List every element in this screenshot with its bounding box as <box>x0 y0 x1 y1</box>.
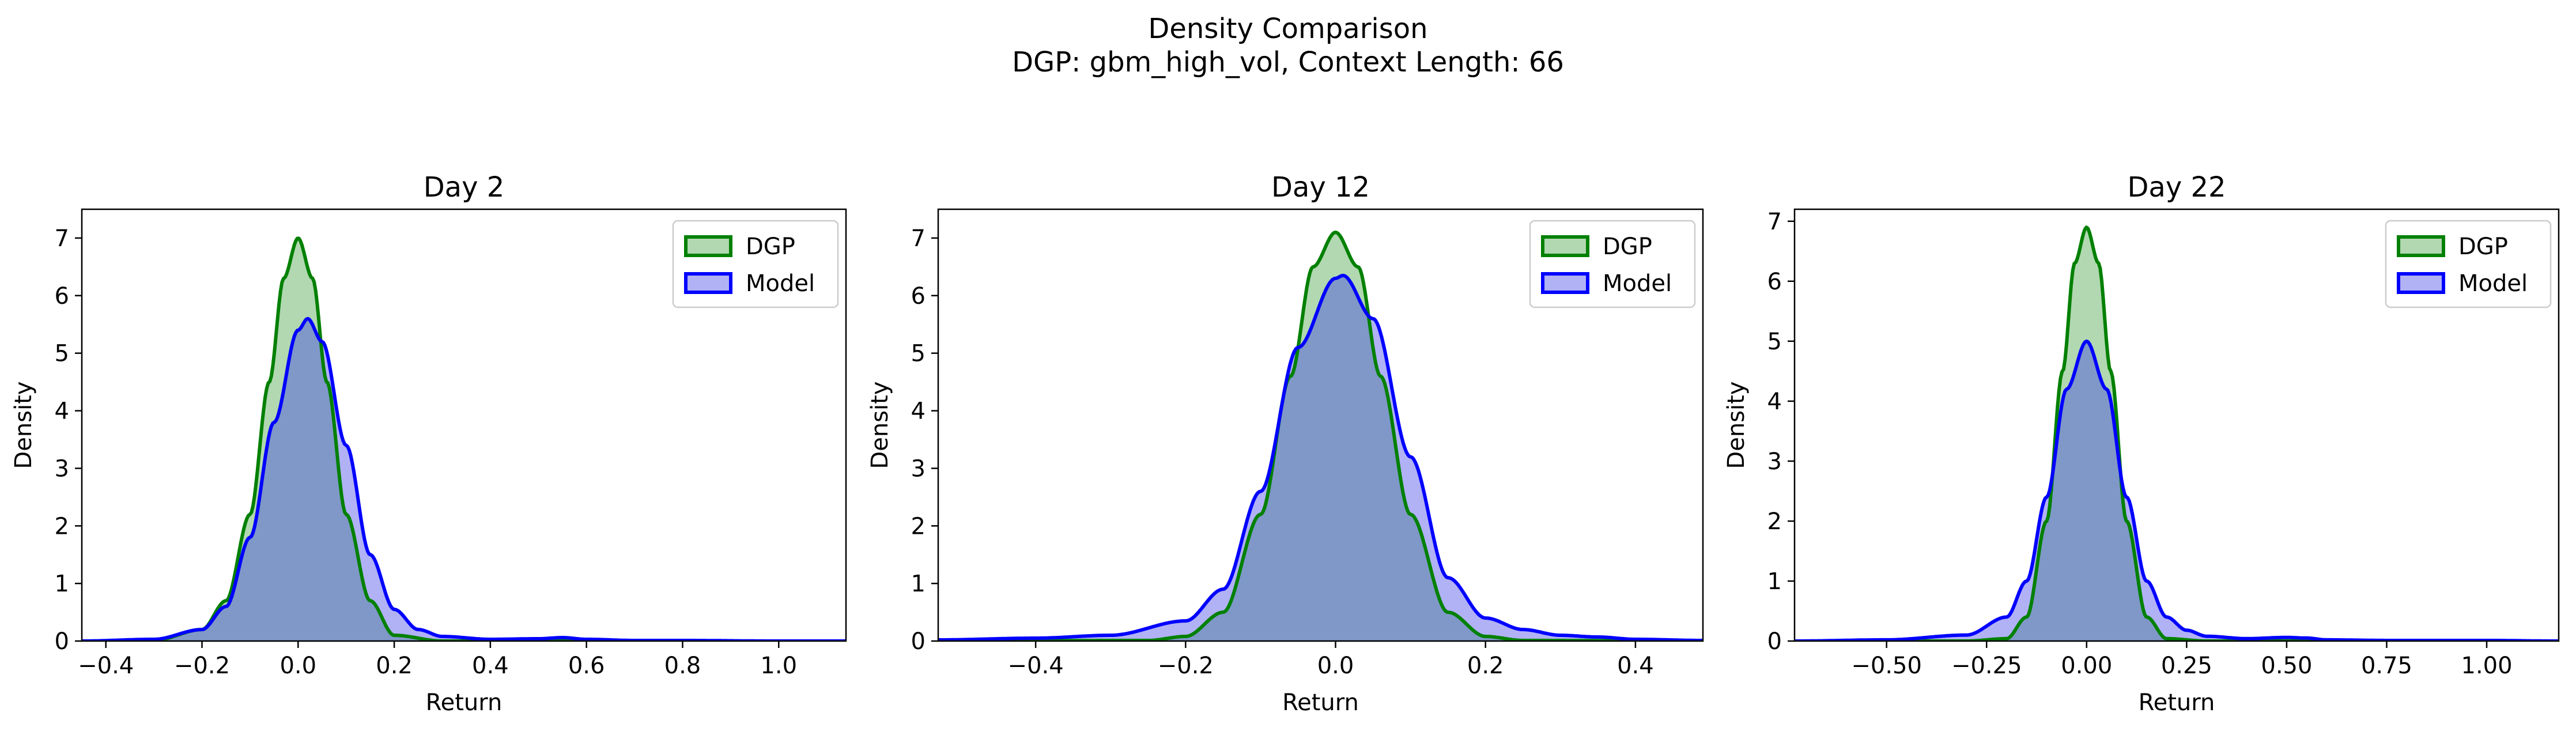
figure-title-line2: DGP: gbm_high_vol, Context Length: 66 <box>1012 46 1564 78</box>
x-tick-label: −0.50 <box>1851 653 1922 679</box>
panel-title: Day 22 <box>2127 171 2226 203</box>
panel-title: Day 12 <box>1271 171 1370 203</box>
legend-item-dgp-label: DGP <box>746 233 795 260</box>
y-tick-label: 2 <box>55 513 69 540</box>
y-tick-label: 3 <box>911 455 926 482</box>
x-tick-label: 0.0 <box>1317 653 1354 679</box>
y-tick-label: 2 <box>911 513 926 540</box>
legend-item-model-swatch <box>1541 272 1589 294</box>
y-tick-label: 7 <box>55 225 69 252</box>
y-tick-label: 6 <box>911 283 926 310</box>
model-density-line <box>82 316 846 641</box>
x-tick-label: 0.50 <box>2261 653 2312 679</box>
legend: DGP Model <box>1529 220 1696 308</box>
x-tick-label: 0.75 <box>2361 653 2412 679</box>
y-tick-label: 4 <box>1767 389 1782 415</box>
overlap-density-fill <box>82 318 846 641</box>
panel-1: −0.4 −0.2 0.0 0.2 0.4 0.6 0.8 1.0 0 1 2 3 4 5 6 7 Day 2 R… <box>10 171 847 716</box>
legend-item-model-swatch <box>684 272 732 294</box>
y-tick-label: 2 <box>1767 508 1782 535</box>
x-tick-label: 0.4 <box>1617 653 1654 679</box>
y-axis-label: Density <box>1723 381 1750 469</box>
legend-item-dgp-swatch <box>1541 235 1589 257</box>
y-tick-label: 1 <box>55 571 69 597</box>
figure-title-line1: Density Comparison <box>1148 13 1427 45</box>
model-density-fill <box>1795 341 2559 641</box>
x-axis-label: Return <box>1282 689 1359 716</box>
y-tick-label: 0 <box>911 628 926 655</box>
legend-item-dgp-label: DGP <box>2458 233 2508 260</box>
x-axis-label: Return <box>2139 689 2215 716</box>
x-tick-label: 0.8 <box>664 653 701 679</box>
x-tick-label: −0.2 <box>174 653 230 679</box>
x-tick-label: −0.4 <box>1008 653 1064 679</box>
legend-item-dgp-swatch <box>684 235 732 257</box>
y-tick-label: 0 <box>1767 628 1782 655</box>
panel-title: Day 2 <box>424 171 505 203</box>
y-tick-label: 5 <box>1767 329 1782 355</box>
overlap-density-fill <box>938 275 1703 641</box>
x-tick-label: 1.0 <box>760 653 797 679</box>
legend-item-model-swatch <box>2397 272 2445 294</box>
y-tick-label: 1 <box>1767 568 1782 595</box>
x-tick-label: 1.00 <box>2461 653 2513 679</box>
y-tick-label: 7 <box>911 225 926 252</box>
legend-item-dgp-label: DGP <box>1603 233 1652 260</box>
x-tick-label: 0.6 <box>568 653 605 679</box>
legend-item-model-label: Model <box>2458 270 2528 297</box>
x-tick-label: −0.2 <box>1158 653 1214 679</box>
plot-frame <box>1793 208 2560 642</box>
x-tick-label: 0.25 <box>2161 653 2212 679</box>
y-tick-label: 4 <box>55 398 69 425</box>
legend: DGP Model <box>2385 220 2552 308</box>
y-tick-label: 4 <box>911 398 926 425</box>
panel-3: −0.50 −0.25 0.00 0.25 0.50 0.75 1.00 0 1 2 3 4 5 6 7 Da… <box>1723 171 2560 716</box>
x-tick-label: 0.0 <box>279 653 316 679</box>
panel-2: −0.4 −0.2 0.0 0.2 0.4 0 1 2 3 4 5 6 7 Day 12 Return Den… <box>867 171 1704 716</box>
x-axis-label: Return <box>426 689 503 716</box>
model-density-line <box>1795 339 2559 641</box>
x-tick-label: 0.2 <box>1467 653 1504 679</box>
legend-item-dgp-swatch <box>2397 235 2445 257</box>
y-tick-label: 6 <box>55 283 69 310</box>
y-tick-label: 0 <box>55 628 69 655</box>
y-axis-label: Density <box>867 381 893 469</box>
plot-frame <box>81 208 847 642</box>
legend: DGP Model <box>672 220 839 308</box>
x-tick-label: −0.4 <box>78 653 134 679</box>
dgp-density-line <box>1795 225 2559 641</box>
x-tick-label: 0.2 <box>376 653 413 679</box>
model-density-fill <box>82 318 846 641</box>
y-tick-label: 7 <box>1767 209 1782 235</box>
y-tick-label: 5 <box>911 341 926 367</box>
x-tick-label: 0.00 <box>2061 653 2112 679</box>
y-tick-label: 3 <box>1767 448 1782 475</box>
legend-item-model-label: Model <box>1603 270 1672 297</box>
y-axis-label: Density <box>10 381 37 469</box>
legend-item-model-label: Model <box>746 270 815 297</box>
y-tick-label: 1 <box>911 571 926 597</box>
plot-frame <box>937 208 1704 642</box>
y-tick-label: 5 <box>55 341 69 367</box>
overlap-density-fill <box>1795 341 2559 641</box>
y-tick-label: 6 <box>1767 269 1782 295</box>
x-tick-label: 0.4 <box>472 653 509 679</box>
x-tick-label: −0.25 <box>1951 653 2022 679</box>
model-density-line <box>938 273 1703 641</box>
y-tick-label: 3 <box>55 455 69 482</box>
